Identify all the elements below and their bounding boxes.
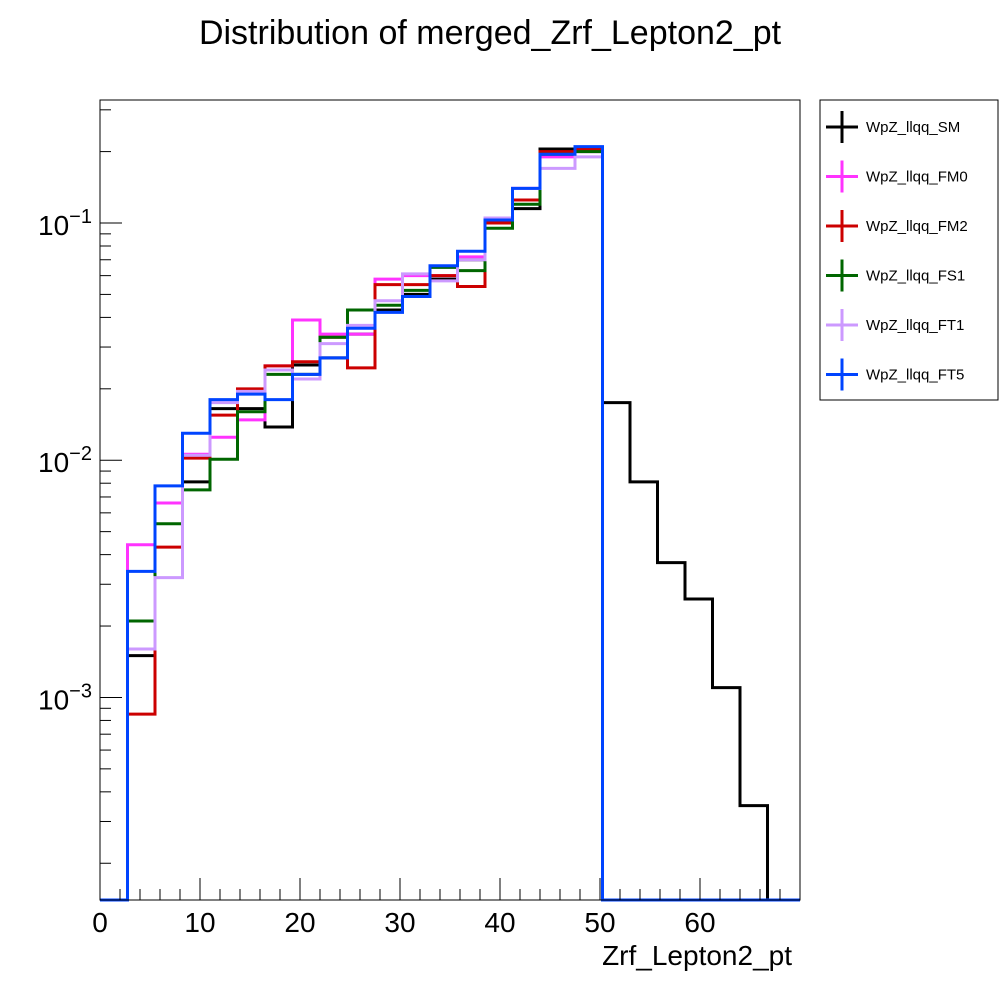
legend-entry: WpZ_llqq_SM <box>826 111 960 143</box>
series-WpZ_llqq_FS1 <box>100 150 800 902</box>
legend-entry: WpZ_llqq_FT5 <box>826 358 964 391</box>
series-line-WpZ_llqq_FS1 <box>100 150 800 902</box>
legend-label: WpZ_llqq_FM0 <box>866 169 968 186</box>
legend-box <box>819 99 999 401</box>
y-axis: 10−3 10−2 10−1 <box>38 109 122 864</box>
legend-entry: WpZ_llqq_FM0 <box>826 160 968 193</box>
x-tick-label: 10 <box>184 907 215 938</box>
series-line-WpZ_llqq_FT5 <box>100 145 800 902</box>
series-WpZ_llqq_FT5 <box>100 145 800 902</box>
legend-label: WpZ_llqq_FS1 <box>866 268 965 285</box>
x-tick-label: 0 <box>92 907 108 938</box>
x-axis-title: Zrf_Lepton2_pt <box>602 940 792 971</box>
legend: WpZ_llqq_SM WpZ_llqq_FM0 WpZ_llqq_FM2 WpZ_l… <box>819 99 999 401</box>
y-tick-label: 10−1 <box>38 206 92 241</box>
series-line-WpZ_llqq_FM0 <box>100 150 800 902</box>
plot-frame <box>99 99 801 901</box>
series-WpZ_llqq_SM <box>100 147 800 902</box>
legend-label: WpZ_llqq_FT1 <box>866 317 964 334</box>
legend-entry: WpZ_llqq_FS1 <box>826 259 965 292</box>
series-WpZ_llqq_FM2 <box>100 147 800 902</box>
x-tick-label: 50 <box>584 907 615 938</box>
series-line-WpZ_llqq_FM2 <box>100 147 800 902</box>
chart-title: Distribution of merged_Zrf_Lepton2_pt <box>199 14 782 52</box>
legend-label: WpZ_llqq_FM2 <box>866 218 968 235</box>
x-tick-label: 40 <box>484 907 515 938</box>
legend-label: WpZ_llqq_FT5 <box>866 367 964 384</box>
x-tick-label: 60 <box>684 907 715 938</box>
x-tick-label: 30 <box>384 907 415 938</box>
series-layer <box>100 145 800 902</box>
y-tick-label: 10−3 <box>38 680 92 715</box>
legend-entry: WpZ_llqq_FM2 <box>826 210 968 242</box>
x-tick-label: 20 <box>284 907 315 938</box>
legend-entry: WpZ_llqq_FT1 <box>826 309 964 341</box>
series-line-WpZ_llqq_SM <box>100 147 800 902</box>
y-tick-label: 10−2 <box>38 443 92 478</box>
legend-label: WpZ_llqq_SM <box>866 119 960 136</box>
series-WpZ_llqq_FM0 <box>100 150 800 902</box>
x-axis: 0 10 20 30 40 50 60 <box>92 878 801 938</box>
